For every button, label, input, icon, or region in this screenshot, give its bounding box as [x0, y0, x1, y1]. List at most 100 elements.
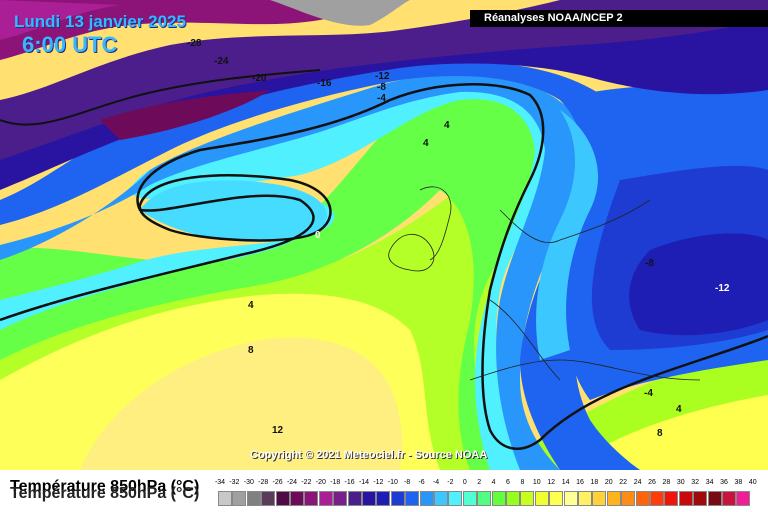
- contour-label: -20: [252, 73, 267, 84]
- legend-swatch: [693, 491, 708, 506]
- legend-tick: 40: [748, 479, 757, 486]
- date-title: Lundi 13 janvier 2025: [14, 12, 186, 31]
- legend-swatch: [678, 491, 693, 506]
- contour-label: -8: [645, 258, 654, 269]
- legend-tick: -8: [404, 479, 411, 486]
- color-legend: -34 -32 -30 -28 -26 -24 -22 -20 -18 -16 -14 -12 -10-…: [215, 479, 757, 507]
- legend-swatch: [448, 491, 463, 506]
- temp-band-green: [0, 92, 541, 470]
- contour-label: 4: [444, 120, 450, 131]
- isoline-0: [138, 174, 332, 242]
- contour-label: -4: [377, 93, 386, 104]
- copyright-notice: Copyright © 2021 Meteociel.fr - Source N…: [250, 449, 488, 461]
- legend-swatch: [362, 491, 376, 506]
- temp-band-east-lightblue: [536, 110, 599, 360]
- isoline-north: [0, 69, 321, 126]
- legend-swatch: [304, 491, 319, 506]
- legend-tick: 32: [691, 479, 700, 486]
- variable-title-shadow: Température 850hPa (°C): [10, 485, 200, 502]
- legend-tick: 18: [590, 479, 599, 486]
- legend-tick: -26: [272, 479, 283, 486]
- legend-swatch: [664, 491, 679, 506]
- legend-swatch: [578, 491, 592, 506]
- legend-tick: 16: [576, 479, 584, 486]
- contour-label: -12: [715, 283, 730, 294]
- legend-tick: -16: [344, 479, 355, 486]
- contour-label: 4: [423, 138, 429, 149]
- legend-swatch: [707, 491, 722, 506]
- temp-band-lightyellow: [80, 337, 403, 470]
- temp-band-lime: [0, 180, 494, 470]
- legend-tick: 26: [648, 479, 656, 486]
- contour-label: 12: [272, 425, 284, 436]
- coastlines: [388, 186, 701, 381]
- legend-tick: 34: [705, 479, 714, 486]
- legend-tick: 2: [477, 479, 482, 486]
- legend-swatch: [290, 491, 304, 506]
- temp-band-east-navy: [629, 233, 768, 336]
- legend-tick: -4: [432, 479, 440, 486]
- legend-tick: 36: [720, 479, 728, 486]
- legend-tick: -22: [301, 479, 312, 486]
- temp-band-indigo: [0, 10, 768, 190]
- legend-swatch: [333, 491, 348, 506]
- legend-tick: -12: [373, 479, 384, 486]
- legend-swatch: [347, 491, 362, 506]
- contour-label: 0: [315, 230, 321, 241]
- legend-tick: -14: [358, 479, 370, 486]
- legend-tick: -6: [418, 479, 425, 486]
- legend-swatch: [419, 491, 434, 506]
- legend-swatch: [477, 491, 492, 506]
- legend-tick: 14: [561, 479, 570, 486]
- legend-tick: 8: [520, 479, 525, 486]
- temp-band-deep-purple: [100, 90, 270, 140]
- legend-tick: -18: [330, 479, 341, 486]
- legend-swatch: [650, 491, 664, 506]
- legend-swatch: [736, 491, 751, 506]
- legend-swatch: [606, 491, 621, 506]
- legend-swatch: [506, 491, 520, 506]
- legend-swatch: [232, 491, 247, 506]
- legend-tick: -10: [387, 479, 398, 486]
- contour-label: -12: [375, 71, 390, 82]
- legend-tick: 28: [662, 479, 671, 486]
- legend-tick: 6: [506, 479, 510, 486]
- legend-tick: -24: [286, 479, 298, 486]
- legend-swatch: [462, 491, 477, 506]
- variable-title: Température 850hPa (°C): [10, 478, 200, 495]
- legend-tick: 24: [633, 479, 642, 486]
- contour-label: -8: [377, 82, 386, 93]
- legend-swatch: [218, 491, 232, 506]
- temp-band-magenta: [0, 0, 400, 60]
- contour-label: -24: [214, 56, 229, 67]
- legend-tick: -2: [447, 479, 454, 486]
- temp-band-magenta-bright: [0, 0, 120, 40]
- legend-swatch: [563, 491, 578, 506]
- contour-label: 8: [248, 345, 254, 356]
- legend-tick: 30: [676, 479, 685, 486]
- source-label: Réanalyses NOAA/NCEP 2: [470, 10, 768, 27]
- legend-swatch: [621, 491, 636, 506]
- legend-tick: 22: [619, 479, 628, 486]
- legend-swatch: [434, 491, 448, 506]
- contour-label: 4: [248, 300, 254, 311]
- legend-tick: -28: [258, 479, 269, 486]
- legend-swatch: [491, 491, 506, 506]
- contour-label: -4: [644, 388, 653, 399]
- legend-swatch: [722, 491, 736, 506]
- legend-tick: -34: [214, 479, 226, 486]
- legend-swatch: [261, 491, 276, 506]
- contour-label: 8: [657, 428, 663, 439]
- legend-tick: 38: [734, 479, 743, 486]
- legend-tick: 0: [462, 479, 467, 486]
- legend-swatch: [520, 491, 535, 506]
- legend-tick: -32: [229, 479, 240, 486]
- legend-swatch: [405, 491, 420, 506]
- legend-tick: 12: [547, 479, 556, 486]
- legend-swatch: [635, 491, 650, 506]
- temperature-map: [0, 0, 768, 470]
- contour-label: -28: [187, 38, 202, 49]
- legend-tick: 10: [532, 479, 541, 486]
- time-title: 6:00 UTC: [22, 32, 118, 57]
- legend-swatch: [376, 491, 391, 506]
